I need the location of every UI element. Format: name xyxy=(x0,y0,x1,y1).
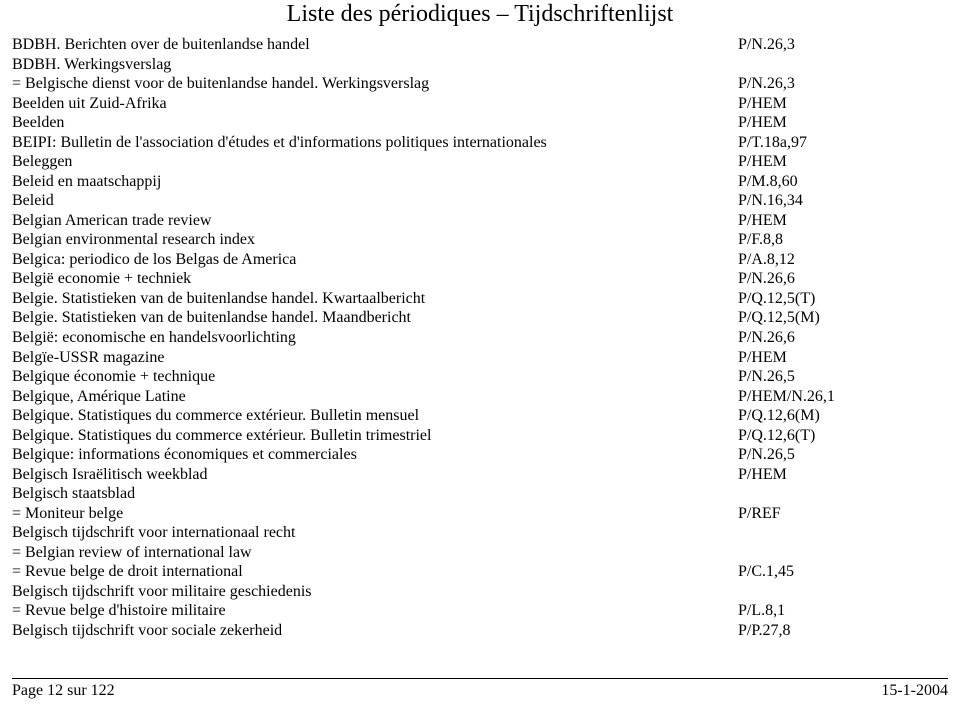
page-footer: Page 12 sur 122 15-1-2004 xyxy=(12,678,948,701)
periodical-name: BDBH. Berichten over de buitenlandse han… xyxy=(12,35,730,55)
list-item: Belgique: informations économiques et co… xyxy=(12,445,948,465)
list-item: Belgisch tijdschrift voor militaire gesc… xyxy=(12,582,948,602)
list-item: BeleidP/N.16,34 xyxy=(12,191,948,211)
periodical-list: BDBH. Berichten over de buitenlandse han… xyxy=(12,35,948,640)
list-item: = Revue belge d'histoire militaireP/L.8,… xyxy=(12,601,948,621)
list-item: Belgie. Statistieken van de buitenlandse… xyxy=(12,289,948,309)
periodical-name: Beelden uit Zuid-Afrika xyxy=(12,94,730,114)
periodical-name: Belgique économie + technique xyxy=(12,367,730,387)
list-item: Belgique, Amérique LatineP/HEM/N.26,1 xyxy=(12,387,948,407)
periodical-name: Beleid xyxy=(12,191,730,211)
periodical-name: België: economische en handelsvoorlichti… xyxy=(12,328,730,348)
periodical-code: P/HEM/N.26,1 xyxy=(730,387,948,407)
periodical-name: Belgique. Statistiques du commerce extér… xyxy=(12,426,730,446)
periodical-code: P/F.8,8 xyxy=(730,230,948,250)
periodical-code: P/HEM xyxy=(730,465,948,485)
list-item: Beelden uit Zuid-AfrikaP/HEM xyxy=(12,94,948,114)
list-item: Belgian environmental research indexP/F.… xyxy=(12,230,948,250)
periodical-name: Beelden xyxy=(12,113,730,133)
periodical-name: BEIPI: Bulletin de l'association d'étude… xyxy=(12,133,730,153)
periodical-code: P/T.18a,97 xyxy=(730,133,948,153)
list-item: BeleggenP/HEM xyxy=(12,152,948,172)
page-title: Liste des périodiques – Tijdschriftenlij… xyxy=(12,0,948,35)
list-item: = Belgische dienst voor de buitenlandse … xyxy=(12,74,948,94)
list-item: Belgïe-USSR magazineP/HEM xyxy=(12,348,948,368)
list-item: Belgique. Statistiques du commerce extér… xyxy=(12,406,948,426)
periodical-code: P/Q.12,5(T) xyxy=(730,289,948,309)
periodical-name: Belgique, Amérique Latine xyxy=(12,387,730,407)
periodical-name: = Revue belge d'histoire militaire xyxy=(12,601,730,621)
list-item: België economie + techniekP/N.26,6 xyxy=(12,269,948,289)
list-item: = Moniteur belgeP/REF xyxy=(12,504,948,524)
list-item: Belgian American trade reviewP/HEM xyxy=(12,211,948,231)
periodical-code: P/N.26,5 xyxy=(730,367,948,387)
list-item: Belgica: periodico de los Belgas de Amer… xyxy=(12,250,948,270)
periodical-code: P/HEM xyxy=(730,348,948,368)
list-item: België: economische en handelsvoorlichti… xyxy=(12,328,948,348)
periodical-code: P/P.27,8 xyxy=(730,621,948,641)
periodical-name: Belgisch tijdschrift voor sociale zekerh… xyxy=(12,621,730,641)
periodical-code: P/HEM xyxy=(730,211,948,231)
list-item: Belgisch tijdschrift voor internationaal… xyxy=(12,523,948,543)
periodical-name: BDBH. Werkingsverslag xyxy=(12,55,730,75)
periodical-name: = Moniteur belge xyxy=(12,504,730,524)
periodical-code: P/L.8,1 xyxy=(730,601,948,621)
list-item: BDBH. Werkingsverslag xyxy=(12,55,948,75)
list-item: BEIPI: Bulletin de l'association d'étude… xyxy=(12,133,948,153)
periodical-code: P/N.26,6 xyxy=(730,328,948,348)
periodical-code: P/HEM xyxy=(730,94,948,114)
periodical-code: P/A.8,12 xyxy=(730,250,948,270)
list-item: Beleid en maatschappijP/M.8,60 xyxy=(12,172,948,192)
periodical-code: P/N.26,3 xyxy=(730,35,948,55)
periodical-name: Belgie. Statistieken van de buitenlandse… xyxy=(12,308,730,328)
periodical-name: Beleggen xyxy=(12,152,730,172)
periodical-name: Belgian environmental research index xyxy=(12,230,730,250)
page: Liste des périodiques – Tijdschriftenlij… xyxy=(0,0,960,709)
periodical-code: P/Q.12,6(M) xyxy=(730,406,948,426)
periodical-name: Belgie. Statistieken van de buitenlandse… xyxy=(12,289,730,309)
periodical-code: P/HEM xyxy=(730,152,948,172)
list-item: Belgisch staatsblad xyxy=(12,484,948,504)
periodical-code: P/Q.12,5(M) xyxy=(730,308,948,328)
periodical-code: P/N.26,6 xyxy=(730,269,948,289)
list-item: Belgique économie + techniqueP/N.26,5 xyxy=(12,367,948,387)
periodical-name: Belgisch staatsblad xyxy=(12,484,730,504)
list-item: = Belgian review of international law xyxy=(12,543,948,563)
periodical-name: = Belgische dienst voor de buitenlandse … xyxy=(12,74,730,94)
periodical-name: Belgisch tijdschrift voor militaire gesc… xyxy=(12,582,730,602)
periodical-name: Belgian American trade review xyxy=(12,211,730,231)
periodical-name: Belgisch tijdschrift voor internationaal… xyxy=(12,523,730,543)
list-item: Belgique. Statistiques du commerce extér… xyxy=(12,426,948,446)
periodical-name: Beleid en maatschappij xyxy=(12,172,730,192)
periodical-name: Belgique. Statistiques du commerce extér… xyxy=(12,406,730,426)
periodical-code: P/N.26,3 xyxy=(730,74,948,94)
list-item: Belgisch Israëlitisch weekbladP/HEM xyxy=(12,465,948,485)
list-item: BDBH. Berichten over de buitenlandse han… xyxy=(12,35,948,55)
periodical-code: P/C.1,45 xyxy=(730,562,948,582)
periodical-name: België economie + techniek xyxy=(12,269,730,289)
footer-page-number: Page 12 sur 122 xyxy=(12,681,115,701)
periodical-name: Belgique: informations économiques et co… xyxy=(12,445,730,465)
list-item: Belgie. Statistieken van de buitenlandse… xyxy=(12,308,948,328)
periodical-name: Belgisch Israëlitisch weekblad xyxy=(12,465,730,485)
list-item: BeeldenP/HEM xyxy=(12,113,948,133)
periodical-code: P/HEM xyxy=(730,113,948,133)
list-item: Belgisch tijdschrift voor sociale zekerh… xyxy=(12,621,948,641)
footer-date: 15-1-2004 xyxy=(881,681,948,701)
periodical-code: P/M.8,60 xyxy=(730,172,948,192)
periodical-name: = Revue belge de droit international xyxy=(12,562,730,582)
periodical-name: = Belgian review of international law xyxy=(12,543,730,563)
periodical-name: Belgica: periodico de los Belgas de Amer… xyxy=(12,250,730,270)
periodical-code: P/N.16,34 xyxy=(730,191,948,211)
periodical-code: P/REF xyxy=(730,504,948,524)
list-item: = Revue belge de droit internationalP/C.… xyxy=(12,562,948,582)
periodical-code: P/Q.12,6(T) xyxy=(730,426,948,446)
periodical-name: Belgïe-USSR magazine xyxy=(12,348,730,368)
periodical-code: P/N.26,5 xyxy=(730,445,948,465)
